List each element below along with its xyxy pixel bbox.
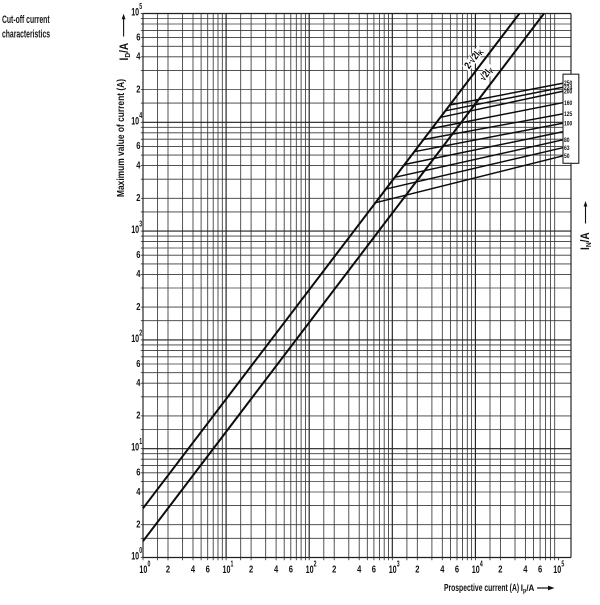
svg-text:Prospective current (A): Prospective current (A) — [444, 582, 519, 594]
svg-text:2: 2 — [332, 563, 336, 574]
svg-text:6: 6 — [289, 563, 293, 574]
svg-text:4: 4 — [523, 563, 528, 574]
svg-text:IN/A: IN/A — [579, 232, 593, 250]
svg-text:4: 4 — [136, 268, 141, 279]
svg-text:6: 6 — [136, 466, 140, 477]
svg-text:Cut-off current: Cut-off current — [2, 13, 50, 25]
svg-text:160: 160 — [564, 101, 572, 108]
svg-text:10: 10 — [131, 115, 139, 127]
svg-text:10: 10 — [389, 564, 397, 576]
svg-text:224: 224 — [564, 85, 573, 92]
svg-text:3: 3 — [139, 221, 142, 229]
svg-text:4: 4 — [136, 50, 141, 61]
svg-text:Maximum value of current (A): Maximum value of current (A) — [115, 79, 127, 197]
svg-text:4: 4 — [480, 561, 483, 569]
svg-text:2: 2 — [136, 192, 140, 203]
svg-text:6: 6 — [136, 31, 140, 42]
svg-text:200: 200 — [564, 89, 572, 96]
svg-text:2: 2 — [136, 518, 140, 529]
svg-text:6: 6 — [136, 249, 140, 260]
svg-text:2: 2 — [136, 301, 140, 312]
svg-text:125: 125 — [564, 112, 573, 119]
svg-text:4: 4 — [136, 159, 141, 170]
svg-text:6: 6 — [136, 140, 140, 151]
svg-text:6: 6 — [136, 358, 140, 369]
svg-text:10: 10 — [131, 6, 139, 18]
svg-text:2: 2 — [136, 410, 140, 421]
svg-text:1: 1 — [231, 561, 234, 569]
svg-text:10: 10 — [131, 550, 139, 562]
svg-text:4: 4 — [191, 563, 196, 574]
svg-text:5: 5 — [561, 561, 564, 569]
svg-text:250: 250 — [564, 81, 572, 88]
svg-text:6: 6 — [372, 563, 376, 574]
svg-text:50: 50 — [564, 154, 570, 161]
svg-text:characteristics: characteristics — [2, 28, 50, 40]
svg-text:2: 2 — [166, 563, 170, 574]
svg-text:10: 10 — [553, 564, 561, 576]
svg-text:3: 3 — [397, 561, 400, 569]
svg-text:6: 6 — [455, 563, 459, 574]
svg-text:100: 100 — [564, 121, 572, 128]
svg-text:4: 4 — [139, 112, 142, 120]
svg-text:10: 10 — [306, 564, 314, 576]
svg-text:2: 2 — [498, 563, 502, 574]
svg-text:4: 4 — [440, 563, 445, 574]
svg-text:1: 1 — [139, 438, 142, 446]
svg-text:2: 2 — [139, 329, 142, 337]
svg-text:10: 10 — [131, 224, 139, 236]
svg-text:4: 4 — [136, 377, 141, 388]
svg-text:10: 10 — [139, 564, 147, 576]
svg-text:0: 0 — [147, 561, 150, 569]
svg-text:4: 4 — [136, 486, 141, 497]
svg-text:10: 10 — [223, 564, 231, 576]
svg-text:Ip/A: Ip/A — [521, 582, 535, 594]
svg-text:2: 2 — [314, 561, 317, 569]
svg-text:5: 5 — [139, 3, 142, 11]
svg-text:2: 2 — [249, 563, 253, 574]
svg-text:10: 10 — [472, 564, 480, 576]
svg-text:0: 0 — [139, 547, 142, 555]
svg-text:63: 63 — [564, 145, 570, 152]
svg-text:80: 80 — [564, 138, 570, 145]
svg-text:ID/A: ID/A — [118, 43, 132, 61]
svg-text:2: 2 — [415, 563, 419, 574]
svg-text:10: 10 — [131, 332, 139, 344]
svg-text:4: 4 — [274, 563, 279, 574]
svg-text:6: 6 — [206, 563, 210, 574]
svg-text:10: 10 — [131, 441, 139, 453]
svg-text:2: 2 — [136, 83, 140, 94]
svg-text:6: 6 — [538, 563, 542, 574]
svg-text:4: 4 — [357, 563, 362, 574]
